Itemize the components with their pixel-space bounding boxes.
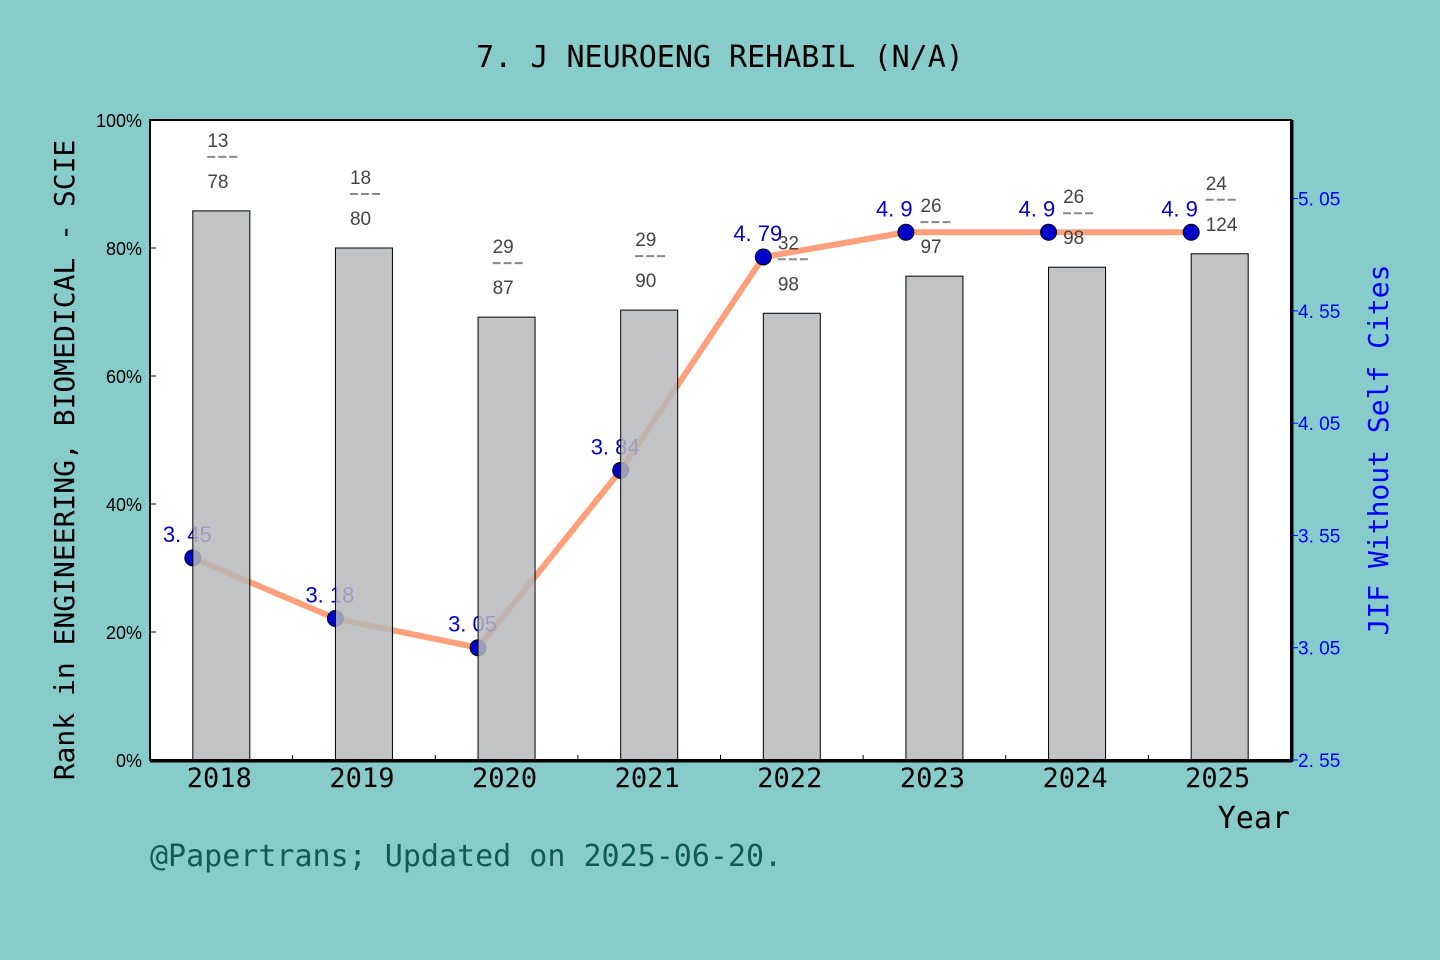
rank-total: 80: [350, 209, 371, 230]
rank-bar: [762, 312, 821, 761]
rank-fraction-label: 29 90: [635, 230, 668, 292]
rank-bar: [192, 210, 251, 761]
rank-bar: [477, 316, 536, 761]
jif-point-marker: [754, 248, 772, 266]
left-tick-label: 80%: [106, 239, 142, 259]
x-tick-label: 2019: [329, 763, 394, 794]
x-tick-label: 2021: [615, 763, 680, 794]
rank-fraction-label: 13 78: [207, 131, 240, 193]
jif-point-label: 4. 79: [733, 221, 782, 246]
rank-bar-series: [192, 210, 1249, 761]
right-axis-ticks: 2. 55 3. 05 3. 55 4. 05 4. 55 5. 05: [1292, 190, 1340, 772]
jif-point-label: 4. 9: [1161, 196, 1198, 221]
left-tick-label: 0%: [116, 751, 142, 771]
left-axis-label: Rank in ENGINEERING, BIOMEDICAL - SCIE: [48, 140, 81, 781]
left-tick-label: 100%: [96, 111, 142, 131]
right-tick-label: 3. 05: [1298, 639, 1340, 660]
left-tick-label: 20%: [106, 623, 142, 643]
plot-area: [150, 120, 1291, 760]
rank-value: 13: [207, 131, 228, 152]
right-axis-label: JIF Without Self Cites: [1362, 265, 1395, 636]
rank-fraction-label: 26 98: [1063, 187, 1096, 249]
rank-bar: [1190, 253, 1249, 761]
rank-total: 98: [1063, 228, 1084, 249]
footer-credit: @Papertrans; Updated on 2025-06-20.: [150, 839, 782, 874]
rank-fraction-label: 24 124: [1205, 174, 1238, 236]
rank-bar: [905, 275, 964, 761]
chart-title: 7. J NEUROENG REHABIL (N/A): [476, 40, 964, 75]
left-tick-label: 60%: [106, 367, 142, 387]
rank-total: 90: [635, 271, 656, 292]
x-axis-ticks: 2018 2019 2020 2021 2022 2023 2024 2025: [187, 755, 1250, 794]
x-tick-label: 2024: [1043, 763, 1108, 794]
rank-value: 29: [493, 237, 514, 258]
jif-point-label: 4. 9: [876, 196, 913, 221]
right-tick-label: 3. 55: [1298, 526, 1340, 547]
jif-point-marker: [897, 223, 915, 241]
rank-value: 32: [778, 233, 799, 254]
right-tick-label: 4. 05: [1298, 414, 1340, 435]
jif-point-label: 4. 9: [1019, 196, 1056, 221]
x-tick-label: 2025: [1185, 763, 1250, 794]
right-tick-label: 4. 55: [1298, 302, 1340, 323]
rank-bar: [620, 309, 679, 761]
x-axis-label: Year: [1218, 801, 1290, 836]
rank-fraction-label: 29 87: [492, 237, 525, 299]
rank-value: 24: [1206, 174, 1228, 195]
rank-bar: [334, 247, 393, 761]
x-tick-label: 2020: [472, 763, 537, 794]
rank-total: 97: [920, 237, 941, 258]
jif-point-marker: [1182, 223, 1200, 241]
x-tick-label: 2018: [187, 763, 252, 794]
rank-bar: [1048, 266, 1107, 761]
left-tick-label: 40%: [106, 495, 142, 515]
rank-value: 26: [1063, 187, 1084, 208]
rank-total: 78: [207, 172, 228, 193]
right-tick-label: 2. 55: [1298, 751, 1340, 772]
x-tick-label: 2023: [900, 763, 965, 794]
rank-total: 87: [493, 278, 514, 299]
rank-fraction-label: 32 98: [777, 233, 810, 295]
rank-value: 18: [350, 168, 371, 189]
rank-total: 124: [1206, 215, 1238, 236]
jif-point-marker: [1040, 223, 1058, 241]
rank-fraction-label: 26 97: [920, 196, 953, 258]
right-tick-label: 5. 05: [1298, 190, 1340, 211]
rank-value: 26: [920, 196, 941, 217]
rank-total: 98: [778, 274, 799, 295]
rank-value: 29: [635, 230, 656, 251]
x-tick-label: 2022: [757, 763, 822, 794]
left-axis-ticks: 0% 20% 40% 60% 80% 100%: [96, 111, 156, 771]
